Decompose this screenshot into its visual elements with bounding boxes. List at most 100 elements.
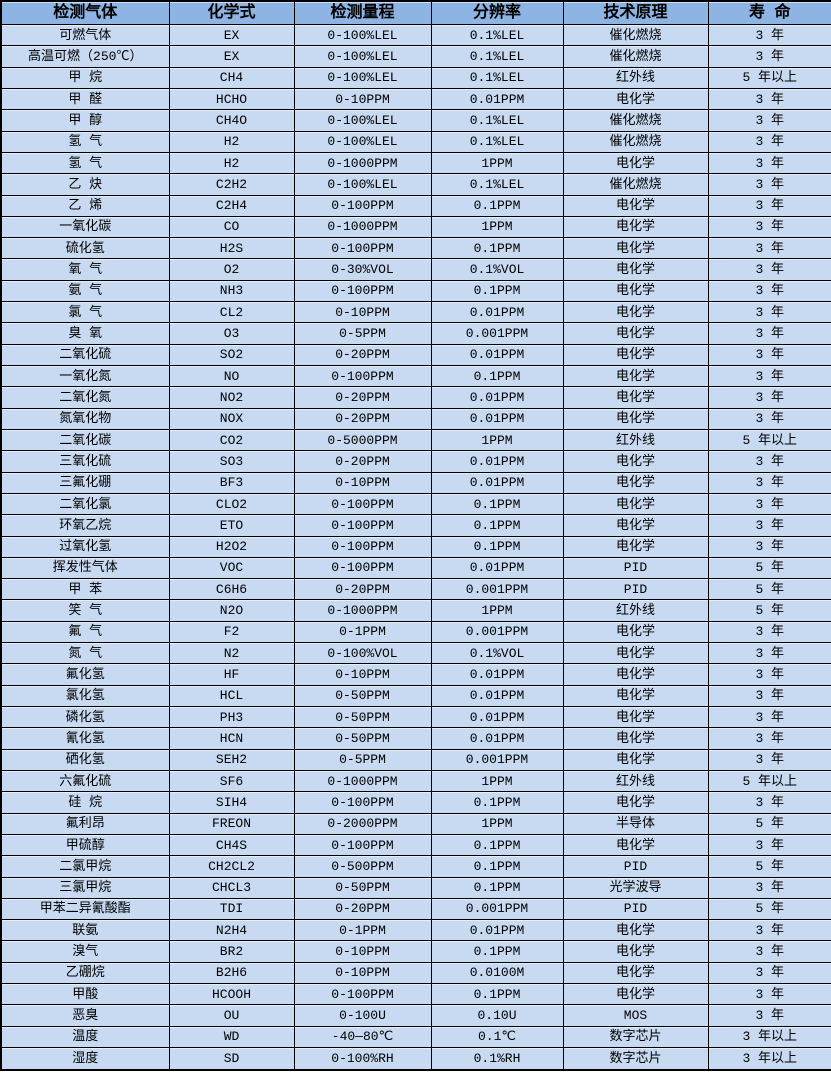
cell-principle: 电化学 [562,492,709,516]
cell-resolution: 1PPM [430,769,564,793]
cell-lifespan: 3 年 [707,876,831,899]
cell-principle: 红外线 [562,428,709,452]
cell-principle: 催化燃烧 [562,173,709,196]
cell-gas: 六氟化硫 [0,769,170,793]
cell-gas: 氟 气 [0,620,170,644]
cell-formula: BR2 [168,940,295,963]
cell-range: 0-100%VOL [293,642,432,665]
table-row: 过氧化氢 H2O2 0-100PPM 0.1PPM 电化学 3 年 [0,535,831,558]
table-row: 氯 气 CL2 0-10PPM 0.01PPM 电化学 3 年 [0,301,831,324]
cell-range: 0-20PPM [293,343,432,367]
cell-range: 0-100%LEL [293,66,432,89]
cell-formula: OU [168,1004,295,1027]
cell-range: 0-1000PPM [293,599,432,622]
cell-formula: NH3 [168,279,295,303]
cell-resolution: 0.1%RH [430,1047,564,1071]
cell-principle: 电化学 [562,663,709,686]
cell-lifespan: 5 年以上 [707,428,831,452]
cell-lifespan: 3 年 [707,151,831,175]
table-row: 臭 氧 O3 0-5PPM 0.001PPM 电化学 3 年 [0,322,831,345]
cell-range: 0-1000PPM [293,769,432,793]
cell-gas: 过氧化氢 [0,535,170,558]
cell-range: 0-100%LEL [293,173,432,196]
cell-gas: 二氧化氯 [0,492,170,516]
cell-principle: 催化燃烧 [562,45,709,68]
cell-range: 0-500PPM [293,855,432,878]
table-row: 磷化氢 PH3 0-50PPM 0.01PPM 电化学 3 年 [0,705,831,729]
cell-principle: 电化学 [562,791,709,814]
column-header-range: 检测量程 [293,0,432,25]
cell-resolution: 0.001PPM [430,322,564,345]
cell-range: 0-100PPM [293,237,432,260]
cell-gas: 氯 气 [0,301,170,324]
cell-lifespan: 3 年 [707,23,831,47]
cell-formula: CH4 [168,66,295,89]
cell-formula: ETO [168,514,295,537]
cell-range: 0-20PPM [293,897,432,921]
cell-principle: 电化学 [562,471,709,494]
cell-lifespan: 3 年 [707,301,831,324]
cell-lifespan: 3 年 [707,684,831,708]
cell-gas: 二氧化碳 [0,428,170,452]
cell-lifespan: 5 年 [707,578,831,601]
table-row: 三氟化硼 BF3 0-10PPM 0.01PPM 电化学 3 年 [0,471,831,494]
table-row: 氢 气 H2 0-1000PPM 1PPM 电化学 3 年 [0,151,831,175]
cell-range: 0-5000PPM [293,428,432,452]
cell-resolution: 0.01PPM [430,407,564,430]
table-row: 乙硼烷 B2H6 0-10PPM 0.0100M 电化学 3 年 [0,961,831,985]
cell-lifespan: 5 年 [707,556,831,580]
cell-formula: HCN [168,727,295,750]
cell-gas: 氢 气 [0,130,170,153]
cell-principle: 电化学 [562,407,709,430]
table-row: 温度 WD -40—80℃ 0.1℃ 数字芯片 3 年以上 [0,1025,831,1049]
cell-formula: EX [168,45,295,68]
cell-formula: CL2 [168,301,295,324]
cell-gas: 三氧化硫 [0,450,170,473]
cell-formula: N2O [168,599,295,622]
cell-principle: PID [562,556,709,580]
cell-range: 0-10PPM [293,940,432,963]
table-row: 一氧化氮 NO 0-100PPM 0.1PPM 电化学 3 年 [0,364,831,388]
cell-resolution: 0.1%LEL [430,66,564,89]
cell-formula: SO3 [168,450,295,473]
cell-gas: 湿度 [0,1047,170,1071]
cell-range: 0-100PPM [293,364,432,388]
cell-formula: NO [168,364,295,388]
table-row: 环氧乙烷 ETO 0-100PPM 0.1PPM 电化学 3 年 [0,514,831,537]
cell-lifespan: 3 年 [707,386,831,409]
cell-range: 0-20PPM [293,407,432,430]
cell-gas: 环氧乙烷 [0,514,170,537]
cell-formula: CH4S [168,833,295,857]
table-row: 二氧化氮 NO2 0-20PPM 0.01PPM 电化学 3 年 [0,386,831,409]
cell-gas: 溴气 [0,940,170,963]
cell-formula: VOC [168,556,295,580]
cell-formula: CH2CL2 [168,855,295,878]
cell-formula: C6H6 [168,578,295,601]
cell-resolution: 0.01PPM [430,386,564,409]
cell-resolution: 0.1%LEL [430,173,564,196]
cell-gas: 甲 醛 [0,87,170,111]
cell-gas: 一氧化氮 [0,364,170,388]
cell-resolution: 0.1PPM [430,855,564,878]
cell-principle: 红外线 [562,66,709,89]
cell-gas: 氮氧化物 [0,407,170,430]
cell-lifespan: 3 年 [707,237,831,260]
cell-formula: H2 [168,151,295,175]
cell-range: 0-5PPM [293,748,432,771]
cell-resolution: 0.1PPM [430,237,564,260]
cell-formula: CO [168,215,295,239]
cell-gas: 甲苯二异氰酸酯 [0,897,170,921]
cell-range: 0-100PPM [293,556,432,580]
cell-principle: 电化学 [562,151,709,175]
cell-formula: CO2 [168,428,295,452]
cell-principle: 光学波导 [562,876,709,899]
cell-range: 0-1000PPM [293,151,432,175]
cell-lifespan: 5 年 [707,897,831,921]
cell-gas: 氯化氢 [0,684,170,708]
cell-formula: CHCL3 [168,876,295,899]
cell-formula: C2H2 [168,173,295,196]
cell-gas: 高温可燃（250℃） [0,45,170,68]
cell-principle: 电化学 [562,514,709,537]
